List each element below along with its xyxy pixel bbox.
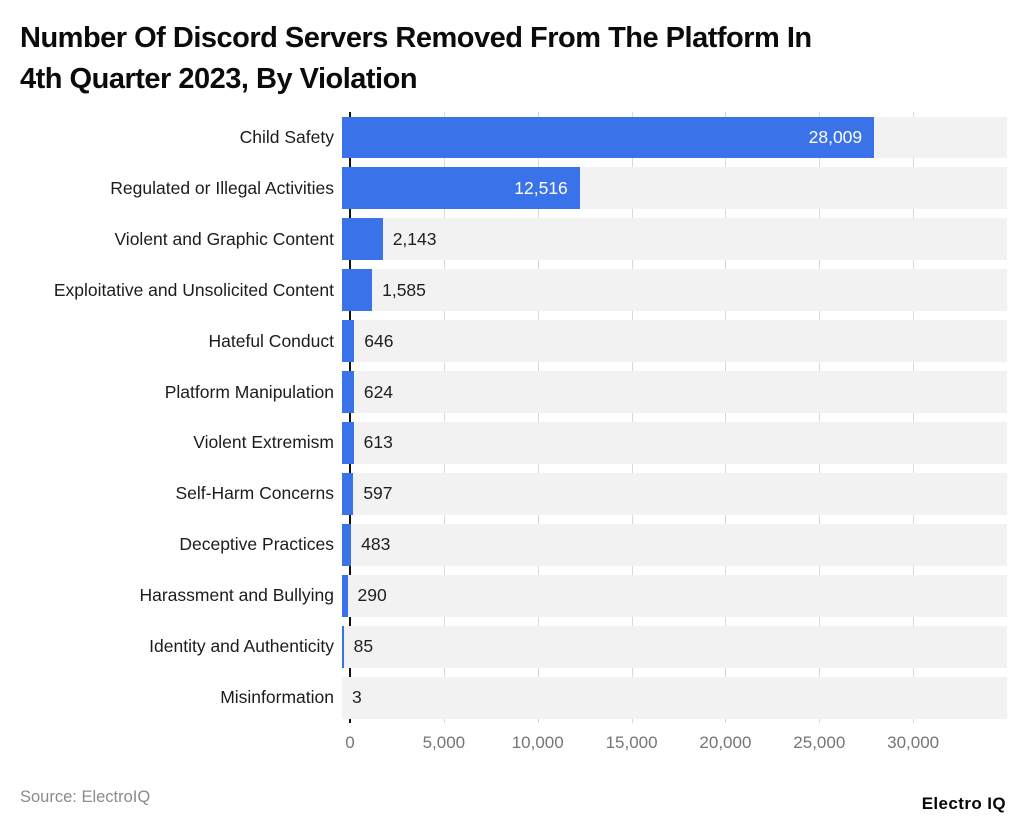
band-area: 290	[342, 570, 1007, 621]
row-band	[342, 472, 1007, 515]
chart-title-line-1: Number Of Discord Servers Removed From T…	[20, 22, 812, 54]
band-area: 28,009	[342, 112, 1007, 163]
x-tick-label: 5,000	[422, 733, 466, 752]
bar-row: Hateful Conduct 646	[0, 316, 1007, 367]
x-tick-label: 0	[345, 733, 355, 752]
value-label: 624	[363, 381, 394, 402]
bar-row: Violent Extremism 613	[0, 418, 1007, 469]
bar-row: Harassment and Bullying 290	[0, 570, 1007, 621]
category-label: Violent Extremism	[193, 432, 334, 453]
bar	[342, 269, 373, 312]
band-area: 85	[342, 621, 1007, 672]
brand-logo: Electro IQ	[921, 794, 1006, 813]
category-label: Violent and Graphic Content	[114, 228, 334, 249]
x-tick-label: 20,000	[699, 733, 752, 752]
row-band	[342, 320, 1007, 363]
bar	[342, 422, 354, 464]
category-label: Identity and Authenticity	[149, 636, 334, 657]
chart-rows: Child Safety 28,009 Regulated or Illegal A…	[0, 112, 1007, 723]
value-label: 85	[353, 636, 374, 657]
bar-row: Identity and Authenticity 85	[0, 621, 1007, 672]
category-label: Misinformation	[220, 687, 334, 708]
value-label: 3	[352, 687, 362, 708]
y-axis-line	[349, 112, 351, 723]
bar-row: Misinformation 3	[0, 672, 1007, 723]
value-label: 597	[363, 483, 393, 504]
row-band	[342, 676, 1007, 719]
value-label: 2,143	[392, 228, 437, 249]
band-area: 12,516	[342, 163, 1007, 214]
band-area: 613	[342, 418, 1007, 469]
value-label: 12,516	[514, 177, 568, 198]
chart-title-line-2: 4th Quarter 2023, By Violation	[20, 63, 418, 95]
bar	[342, 371, 354, 414]
bar-row: Deceptive Practices 483	[0, 519, 1007, 570]
band-area: 624	[342, 367, 1007, 418]
source-note: Source: ElectroIQ	[20, 788, 151, 806]
band-area: 646	[342, 316, 1007, 367]
bar-row: Exploitative and Unsolicited Content 1,58…	[0, 265, 1007, 316]
band-area: 3	[342, 672, 1007, 723]
bar-row: Regulated or Illegal Activities 12,516	[0, 163, 1007, 214]
row-band	[342, 523, 1007, 566]
bar	[342, 218, 383, 261]
category-label: Platform Manipulation	[164, 381, 334, 402]
category-label: Deceptive Practices	[179, 534, 334, 555]
bar	[342, 523, 352, 566]
bar	[342, 625, 344, 668]
value-label: 28,009	[808, 126, 863, 147]
value-label: 1,585	[382, 279, 426, 300]
row-band	[342, 218, 1007, 261]
band-area: 597	[342, 468, 1007, 519]
bar-row: Violent and Graphic Content 2,143	[0, 214, 1007, 265]
value-label: 483	[361, 534, 391, 555]
x-tick-label: 25,000	[793, 733, 846, 752]
row-band	[342, 574, 1007, 617]
category-label: Harassment and Bullying	[139, 585, 334, 606]
bar	[342, 320, 355, 363]
x-axis: 0 5,000 10,000 15,000 20,000 25,000 30,000	[345, 723, 1007, 763]
bar	[342, 167, 580, 210]
bar-row: Self-Harm Concerns 597	[0, 468, 1007, 519]
category-label: Exploitative and Unsolicited Content	[53, 279, 334, 300]
band-area: 2,143	[342, 214, 1007, 265]
plot-area: Child Safety 28,009 Regulated or Illegal A…	[0, 112, 1007, 723]
category-label: Child Safety	[239, 126, 334, 147]
chart-title: Number Of Discord Servers Removed From T…	[20, 18, 812, 100]
band-area: 1,585	[342, 265, 1007, 316]
category-label: Hateful Conduct	[208, 330, 335, 351]
category-label: Self-Harm Concerns	[175, 483, 334, 504]
x-tick-label: 15,000	[605, 733, 658, 752]
bar	[342, 472, 354, 515]
bar-row: Platform Manipulation 624	[0, 367, 1007, 418]
bar	[342, 116, 875, 159]
value-label: 290	[357, 585, 387, 606]
category-label: Regulated or Illegal Activities	[110, 177, 334, 198]
value-label: 613	[363, 432, 393, 453]
row-band	[342, 371, 1007, 414]
bar	[342, 574, 348, 617]
row-band	[342, 422, 1007, 464]
x-tick-label: 30,000	[887, 733, 940, 752]
row-band	[342, 269, 1007, 312]
value-label: 646	[364, 330, 394, 351]
row-band	[342, 625, 1007, 668]
x-tick-label: 10,000	[511, 733, 564, 752]
bar-row: Child Safety 28,009	[0, 112, 1007, 163]
band-area: 483	[342, 519, 1007, 570]
